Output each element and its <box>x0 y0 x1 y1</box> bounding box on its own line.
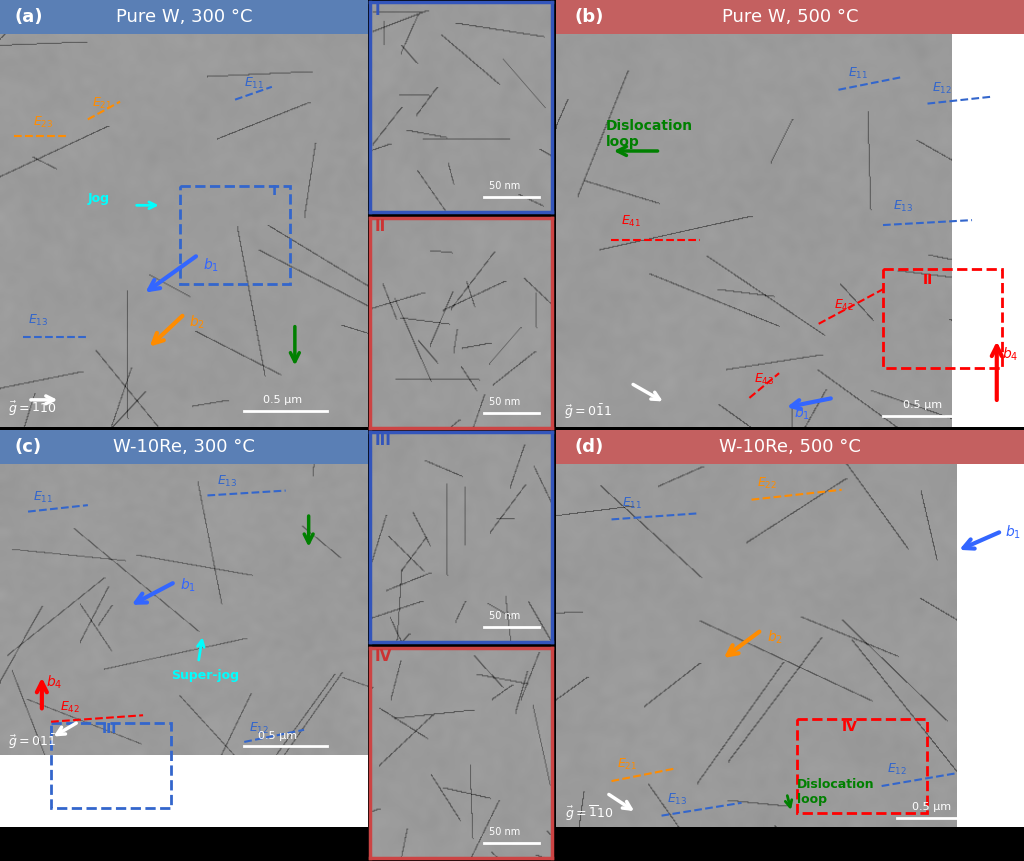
Text: (a): (a) <box>14 8 43 26</box>
Text: $E_{12}$: $E_{12}$ <box>933 81 952 96</box>
Text: $E_{13}$: $E_{13}$ <box>667 792 687 807</box>
Text: $\vec{g}=\overline{1}10$: $\vec{g}=\overline{1}10$ <box>564 803 612 822</box>
Text: $E_{23}$: $E_{23}$ <box>33 115 53 130</box>
Text: 50 nm: 50 nm <box>488 611 520 622</box>
Text: Pure W, 500 °C: Pure W, 500 °C <box>722 8 858 26</box>
Text: Dislocation
loop: Dislocation loop <box>797 777 874 806</box>
Text: (b): (b) <box>574 8 604 26</box>
Text: $E_{12}$: $E_{12}$ <box>249 721 269 735</box>
Text: $\vec{g}=0\bar{1}1$: $\vec{g}=0\bar{1}1$ <box>564 402 612 421</box>
Text: 50 nm: 50 nm <box>488 182 520 191</box>
Text: $b_4$: $b_4$ <box>46 674 62 691</box>
Text: $\vec{g}=01\bar{1}$: $\vec{g}=01\bar{1}$ <box>8 733 55 751</box>
Text: Jog: Jog <box>88 192 110 205</box>
Text: $b_4$: $b_4$ <box>1001 345 1018 362</box>
Text: $b_1$: $b_1$ <box>794 405 810 422</box>
Text: $\vec{g}=\overline{1}10$: $\vec{g}=\overline{1}10$ <box>8 399 56 418</box>
Text: $E_{42}$: $E_{42}$ <box>834 298 854 313</box>
Text: II: II <box>923 273 933 288</box>
Text: IV: IV <box>375 649 392 664</box>
Text: $E_{11}$: $E_{11}$ <box>622 496 642 511</box>
Text: (c): (c) <box>14 438 42 456</box>
Text: 50 nm: 50 nm <box>488 398 520 407</box>
Text: $E_{12}$: $E_{12}$ <box>887 762 906 777</box>
Text: $E_{21}$: $E_{21}$ <box>616 757 637 772</box>
Text: I: I <box>375 3 381 18</box>
Bar <box>51 723 171 808</box>
Bar <box>797 719 927 813</box>
Text: (d): (d) <box>574 438 604 456</box>
Text: Pure W, 300 °C: Pure W, 300 °C <box>116 8 252 26</box>
Text: Dislocation
loop: Dislocation loop <box>606 119 693 149</box>
Text: 0.5 µm: 0.5 µm <box>263 395 302 405</box>
Text: III: III <box>375 433 392 448</box>
Text: 0.5 µm: 0.5 µm <box>903 400 942 410</box>
Text: $E_{11}$: $E_{11}$ <box>245 76 264 91</box>
Text: 50 nm: 50 nm <box>488 827 520 838</box>
Text: $E_{13}$: $E_{13}$ <box>28 313 48 328</box>
Text: W-10Re, 300 °C: W-10Re, 300 °C <box>113 438 255 456</box>
Text: $E_{13}$: $E_{13}$ <box>893 199 913 214</box>
Text: $E_{22}$: $E_{22}$ <box>757 476 776 491</box>
Text: $b_1$: $b_1$ <box>203 257 219 274</box>
Text: $b_1$: $b_1$ <box>1005 523 1021 541</box>
Text: 0.5 µm: 0.5 µm <box>258 732 297 741</box>
Text: $E_{42}$: $E_{42}$ <box>60 700 80 715</box>
Bar <box>180 186 290 284</box>
Text: Super-jog: Super-jog <box>171 669 239 682</box>
Bar <box>883 269 1001 369</box>
Text: $b_2$: $b_2$ <box>189 313 205 331</box>
Text: $E_{13}$: $E_{13}$ <box>217 474 237 489</box>
Text: W-10Re, 500 °C: W-10Re, 500 °C <box>719 438 861 456</box>
Text: $E_{41}$: $E_{41}$ <box>621 214 641 229</box>
Text: II: II <box>375 220 386 234</box>
Text: I: I <box>271 184 276 198</box>
Text: $b_1$: $b_1$ <box>180 577 196 594</box>
Text: IV: IV <box>842 720 857 734</box>
Text: $E_{43}$: $E_{43}$ <box>755 372 775 387</box>
Text: $E_{11}$: $E_{11}$ <box>33 490 53 505</box>
Text: $E_{21}$: $E_{21}$ <box>92 96 113 111</box>
Text: III: III <box>101 722 117 736</box>
Text: $b_2$: $b_2$ <box>767 629 782 647</box>
Text: $E_{11}$: $E_{11}$ <box>848 66 868 81</box>
Text: 0.5 µm: 0.5 µm <box>911 802 951 812</box>
